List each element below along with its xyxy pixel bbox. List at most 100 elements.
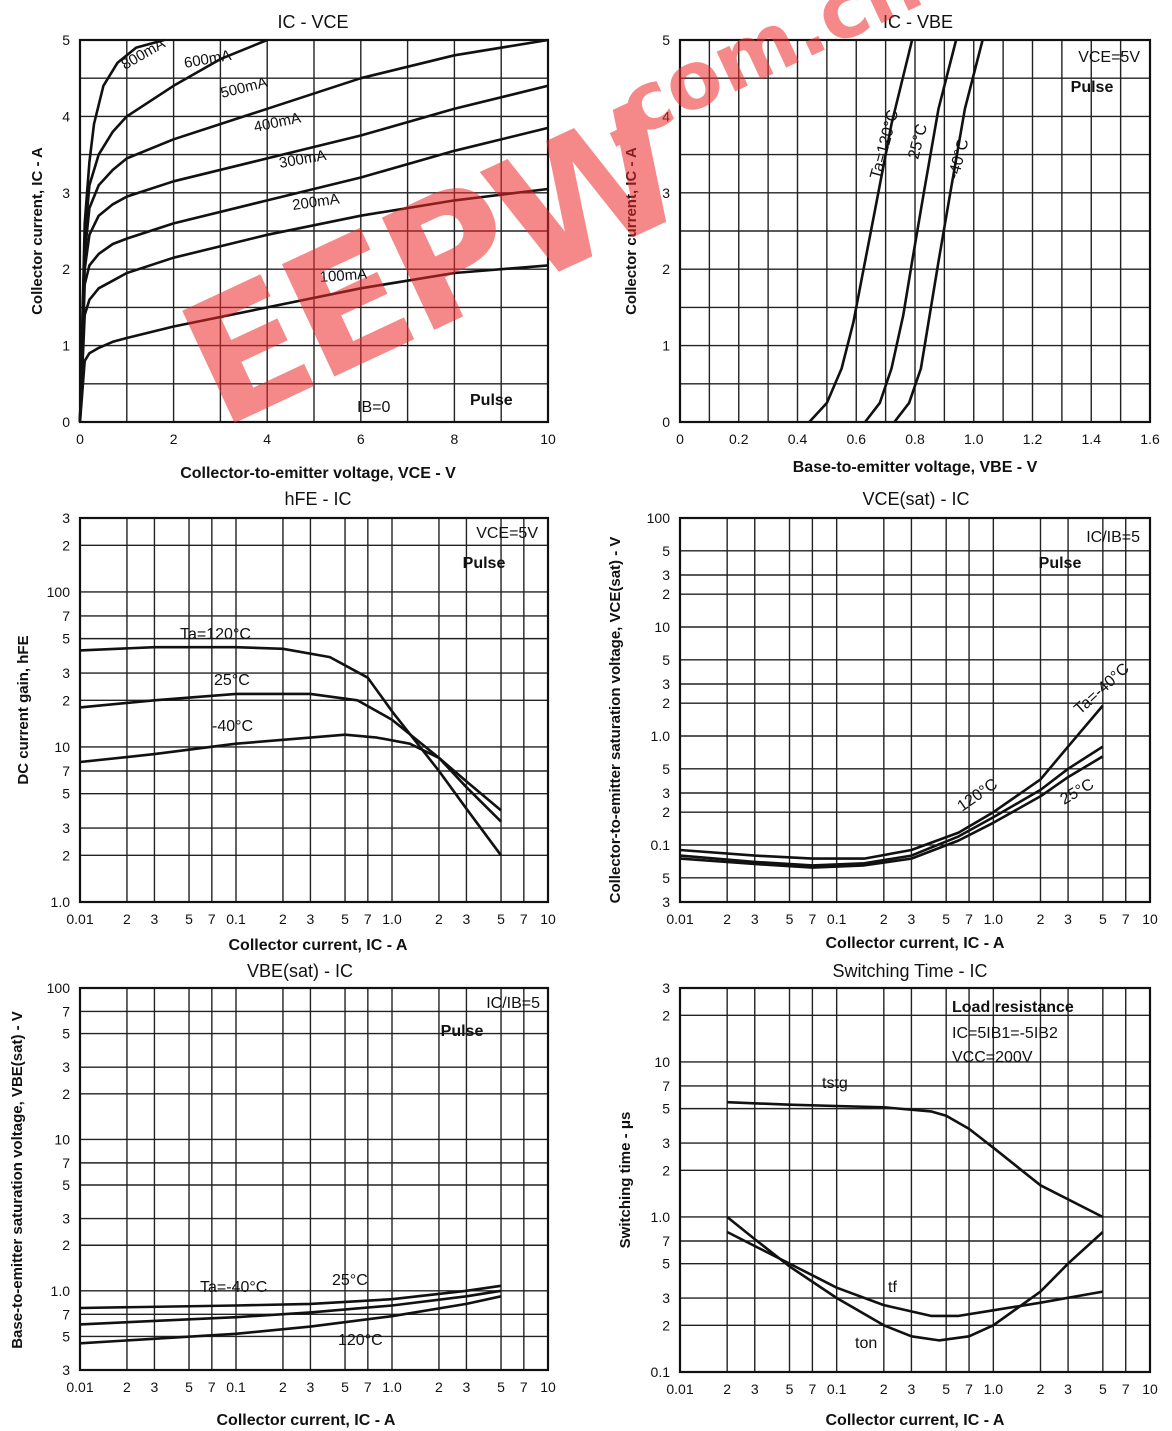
- x-tick-label: 2: [880, 911, 888, 927]
- y-tick-label: 0: [662, 414, 670, 430]
- x-axis-label: Base-to-emitter voltage, VBE - V: [793, 459, 1038, 476]
- x-tick-label: 7: [520, 911, 528, 927]
- x-tick-label: 5: [185, 911, 193, 927]
- x-tick-label: 1.0: [984, 911, 1004, 927]
- x-tick-label: 10: [540, 1379, 556, 1395]
- y-axis-label: Collector current, IC - A: [29, 147, 46, 315]
- y-tick-label: 3: [662, 894, 670, 910]
- series-line: [78, 126, 549, 423]
- x-tick-label: 6: [357, 431, 365, 447]
- y-tick-label: 10: [654, 619, 670, 635]
- y-tick-label: 7: [62, 1306, 70, 1322]
- y-tick-label: 3: [662, 185, 670, 201]
- y-tick-label: 2: [62, 537, 70, 553]
- x-tick-label: 2: [435, 1379, 443, 1395]
- x-tick-label: 1.2: [1023, 431, 1043, 447]
- y-tick-label: 100: [47, 980, 71, 996]
- series-line: [79, 1295, 502, 1345]
- y-tick-label: 3: [662, 1135, 670, 1151]
- x-tick-label: 5: [1099, 911, 1107, 927]
- y-tick-label: 5: [62, 786, 70, 802]
- y-tick-label: 3: [662, 676, 670, 692]
- x-tick-label: 1.0: [964, 431, 984, 447]
- x-tick-label: 3: [463, 1379, 471, 1395]
- x-tick-label: 7: [965, 1381, 973, 1397]
- chart-hfe-ic: 0.01 2 3 5 7 0.1 2 3 5 7 1.0 2 3 5 7 101.02357102357100…: [15, 489, 556, 954]
- y-tick-label: 5: [662, 1256, 670, 1272]
- x-tick-label: 0.01: [666, 1381, 693, 1397]
- y-axis-label: Collector-to-emitter saturation voltage,…: [607, 537, 624, 904]
- x-tick-label: 0.01: [66, 911, 93, 927]
- y-tick-label: 5: [662, 543, 670, 559]
- y-tick-label: 1.0: [51, 1283, 71, 1299]
- chart-title: IC - VBE: [883, 12, 953, 32]
- x-tick-label: 2: [435, 911, 443, 927]
- y-tick-label: 2: [62, 847, 70, 863]
- plot-frame: [678, 986, 1152, 1374]
- annotation-label: 120°C: [338, 1332, 383, 1349]
- annotation-label: Ta=120°C: [180, 626, 251, 643]
- series-line: [79, 733, 502, 812]
- y-tick-label: 1: [662, 338, 670, 354]
- x-tick-label: 3: [908, 911, 916, 927]
- y-tick-label: 3: [62, 185, 70, 201]
- x-tick-label: 5: [497, 1379, 505, 1395]
- y-tick-label: 0: [62, 414, 70, 430]
- annotation-label: IC/IB=5: [1086, 529, 1140, 546]
- annotation-label: tf: [888, 1279, 897, 1296]
- series-line: [864, 39, 958, 423]
- y-tick-label: 0.1: [651, 1364, 671, 1380]
- y-tick-label: 2: [662, 1007, 670, 1023]
- x-tick-label: 1.0: [382, 911, 402, 927]
- series-line: [78, 264, 549, 423]
- x-tick-label: 5: [1099, 1381, 1107, 1397]
- x-tick-label: 3: [751, 911, 759, 927]
- series-line: [79, 1289, 502, 1326]
- x-axis-label: Collector current, IC - A: [229, 937, 408, 954]
- y-tick-label: 10: [54, 1131, 70, 1147]
- chart-title: VBE(sat) - IC: [247, 961, 353, 981]
- x-tick-label: 2: [1037, 1381, 1045, 1397]
- x-tick-label: 7: [208, 1379, 216, 1395]
- y-tick-label: 5: [62, 1328, 70, 1344]
- y-tick-label: 5: [62, 1026, 70, 1042]
- x-tick-label: 7: [1122, 911, 1130, 927]
- plot-frame: [78, 986, 550, 1372]
- y-tick-label: 7: [62, 763, 70, 779]
- series-line: [78, 38, 268, 423]
- x-tick-label: 3: [307, 911, 315, 927]
- x-tick-label: 5: [942, 911, 950, 927]
- series-label: 300mA: [278, 147, 328, 172]
- annotation-label: IB=0: [357, 399, 390, 416]
- annotation-label: Ta=120°C: [867, 108, 902, 181]
- x-tick-label: 0.01: [666, 911, 693, 927]
- x-tick-label: 3: [1064, 911, 1072, 927]
- x-tick-label: 2: [123, 1379, 131, 1395]
- y-tick-label: 2: [662, 804, 670, 820]
- series-line: [78, 187, 549, 423]
- x-tick-label: 7: [809, 1381, 817, 1397]
- x-tick-label: 5: [942, 1381, 950, 1397]
- x-tick-label: 2: [880, 1381, 888, 1397]
- y-tick-label: 3: [662, 980, 670, 996]
- y-tick-label: 0.1: [651, 837, 671, 853]
- chart-title: VCE(sat) - IC: [862, 489, 969, 509]
- x-tick-label: 7: [1122, 1381, 1130, 1397]
- annotation-label: Pulse: [441, 1023, 484, 1040]
- x-tick-label: 7: [364, 911, 372, 927]
- y-tick-label: 1: [62, 338, 70, 354]
- y-tick-label: 2: [662, 695, 670, 711]
- chart-title: Switching Time - IC: [832, 961, 987, 981]
- y-tick-label: 7: [62, 608, 70, 624]
- x-tick-label: 3: [463, 911, 471, 927]
- annotation-label: 25°C: [332, 1272, 368, 1289]
- x-tick-label: 3: [751, 1381, 759, 1397]
- y-tick-label: 3: [662, 567, 670, 583]
- x-tick-label: 5: [341, 911, 349, 927]
- series-line: [808, 39, 914, 423]
- x-tick-label: 1.6: [1140, 431, 1160, 447]
- x-tick-label: 10: [1142, 1381, 1158, 1397]
- annotation-label: VCE=5V: [1078, 49, 1140, 66]
- plot-frame: [78, 516, 550, 904]
